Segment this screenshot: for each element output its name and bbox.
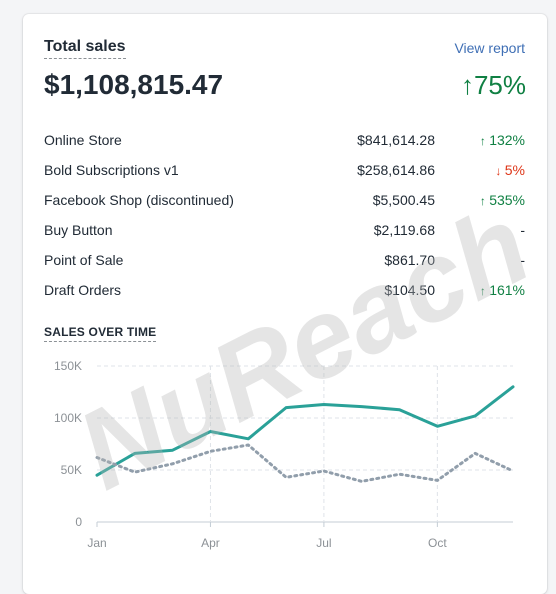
channel-name: Buy Button (44, 222, 113, 238)
channel-change: - (435, 245, 525, 275)
y-tick-label: 150K (54, 359, 82, 373)
channel-change: ↑ 161% (435, 275, 525, 305)
channel-name: Draft Orders (44, 282, 122, 298)
channel-amount: $841,614.28 (357, 132, 435, 148)
channel-row: Point of Sale $861.70 - (44, 245, 525, 275)
y-tick-label: 0 (75, 515, 82, 529)
arrow-up-icon: ↑ (460, 70, 474, 100)
arrow-up-icon: ↑ (479, 134, 490, 148)
channel-row: Draft Orders $104.50 ↑ 161% (44, 275, 525, 305)
chart-section-title[interactable]: SALES OVER TIME (44, 325, 157, 342)
channel-name: Online Store (44, 132, 122, 148)
channel-change: ↑ 132% (435, 125, 525, 155)
channel-change-value: 132% (489, 132, 525, 148)
channel-amount: $2,119.68 (373, 222, 435, 238)
x-tick-label: Oct (428, 536, 447, 550)
channel-name: Point of Sale (44, 252, 124, 268)
channel-row: Facebook Shop (discontinued) $5,500.45 ↑ 5… (44, 185, 525, 215)
card-title[interactable]: Total sales (44, 38, 126, 59)
current-period-line (95, 385, 515, 477)
total-sales-card: Total sales View report $1,108,815.47 ↑7… (23, 14, 547, 594)
y-tick-label: 50K (61, 463, 82, 477)
channel-change-value: - (520, 222, 525, 238)
arrow-up-icon: ↑ (479, 194, 490, 208)
x-tick-label: Apr (201, 536, 220, 550)
channel-change: - (435, 215, 525, 245)
channel-change-value: 535% (489, 192, 525, 208)
channel-change-value: 5% (504, 162, 525, 178)
channel-change-value: - (520, 252, 525, 268)
total-sales-value: $1,108,815.47 (44, 69, 224, 100)
channel-amount: $861.70 (384, 252, 435, 268)
channel-change: ↑ 535% (435, 185, 525, 215)
arrow-up-icon: ↑ (479, 284, 490, 298)
y-tick-label: 100K (54, 411, 82, 425)
previous-period-line (95, 443, 515, 483)
view-report-link[interactable]: View report (454, 40, 525, 56)
total-change-value: 75% (473, 70, 526, 100)
channel-amount: $5,500.45 (372, 192, 435, 208)
total-change: ↑75% (461, 68, 526, 102)
x-tick-label: Jul (316, 536, 331, 550)
channel-amount: $258,614.86 (357, 162, 435, 178)
channel-change: ↓ 5% (435, 155, 525, 185)
channel-row: Bold Subscriptions v1 $258,614.86 ↓ 5% (44, 155, 525, 185)
channel-row: Online Store $841,614.28 ↑ 132% (44, 125, 525, 155)
channel-row: Buy Button $2,119.68 - (44, 215, 525, 245)
sales-over-time-chart: 0 50K 100K 150K Jan Apr Jul Oct (54, 359, 515, 550)
channel-name: Bold Subscriptions v1 (44, 162, 179, 178)
channel-change-value: 161% (489, 282, 525, 298)
x-tick-label: Jan (87, 536, 106, 550)
channel-name: Facebook Shop (discontinued) (44, 192, 234, 208)
arrow-down-icon: ↓ (495, 164, 505, 178)
channel-amount: $104.50 (384, 282, 435, 298)
sales-by-channel-table: Online Store $841,614.28 ↑ 132% Bold Subscr… (44, 125, 525, 305)
